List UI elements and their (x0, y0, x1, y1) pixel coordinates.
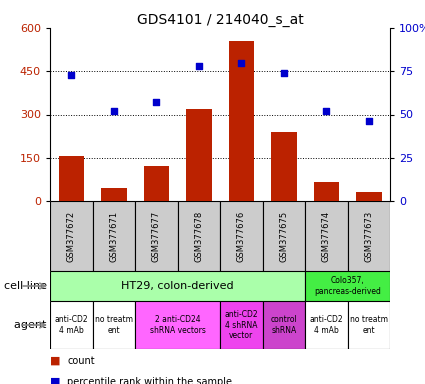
Bar (50, 271, 305, 301)
Bar (263, 201, 305, 271)
Bar (348, 201, 390, 271)
Text: GSM377677: GSM377677 (152, 210, 161, 262)
Text: HT29, colon-derived: HT29, colon-derived (121, 281, 234, 291)
Bar (229, 41, 254, 201)
Bar (356, 192, 382, 201)
Text: anti-CD2
4 mAb: anti-CD2 4 mAb (54, 315, 88, 335)
Bar (348, 301, 390, 349)
Bar (135, 301, 220, 349)
Title: GDS4101 / 214040_s_at: GDS4101 / 214040_s_at (136, 13, 303, 27)
Bar (50, 301, 93, 349)
Bar (93, 301, 135, 349)
Text: anti-CD2
4 shRNA
vector: anti-CD2 4 shRNA vector (224, 310, 258, 340)
Bar (178, 201, 220, 271)
Text: GSM377672: GSM377672 (67, 210, 76, 262)
Bar (305, 271, 390, 301)
Bar (50, 201, 93, 271)
Text: ■: ■ (50, 356, 60, 366)
Text: control
shRNA: control shRNA (270, 315, 297, 335)
Text: GSM377673: GSM377673 (364, 210, 373, 262)
Text: ■: ■ (50, 377, 60, 384)
Bar (305, 301, 348, 349)
Point (110, 108, 117, 114)
Point (68, 72, 75, 78)
Bar (186, 109, 212, 201)
Point (153, 99, 160, 106)
Bar (220, 301, 263, 349)
Text: GSM377676: GSM377676 (237, 210, 246, 262)
Text: no treatm
ent: no treatm ent (350, 315, 388, 335)
Point (280, 70, 287, 76)
Text: no treatm
ent: no treatm ent (95, 315, 133, 335)
Text: count: count (67, 356, 95, 366)
Point (323, 108, 330, 114)
Bar (271, 132, 297, 201)
Bar (135, 201, 178, 271)
Text: Colo357,
pancreas-derived: Colo357, pancreas-derived (314, 276, 381, 296)
Text: GSM377678: GSM377678 (194, 210, 203, 262)
Text: GSM377671: GSM377671 (109, 210, 118, 262)
Bar (101, 188, 127, 201)
Bar (314, 182, 339, 201)
Text: anti-CD2
4 mAb: anti-CD2 4 mAb (309, 315, 343, 335)
Text: agent: agent (14, 320, 50, 330)
Text: cell line: cell line (3, 281, 50, 291)
Bar (305, 201, 348, 271)
Text: 2 anti-CD24
shRNA vectors: 2 anti-CD24 shRNA vectors (150, 315, 205, 335)
Bar (220, 201, 263, 271)
Text: percentile rank within the sample: percentile rank within the sample (67, 377, 232, 384)
Bar (144, 166, 169, 201)
Point (366, 118, 372, 124)
Bar (263, 301, 305, 349)
Text: GSM377675: GSM377675 (279, 210, 288, 262)
Bar (59, 156, 84, 201)
Bar (93, 201, 135, 271)
Text: GSM377674: GSM377674 (322, 210, 331, 262)
Point (238, 60, 245, 66)
Point (196, 63, 202, 69)
